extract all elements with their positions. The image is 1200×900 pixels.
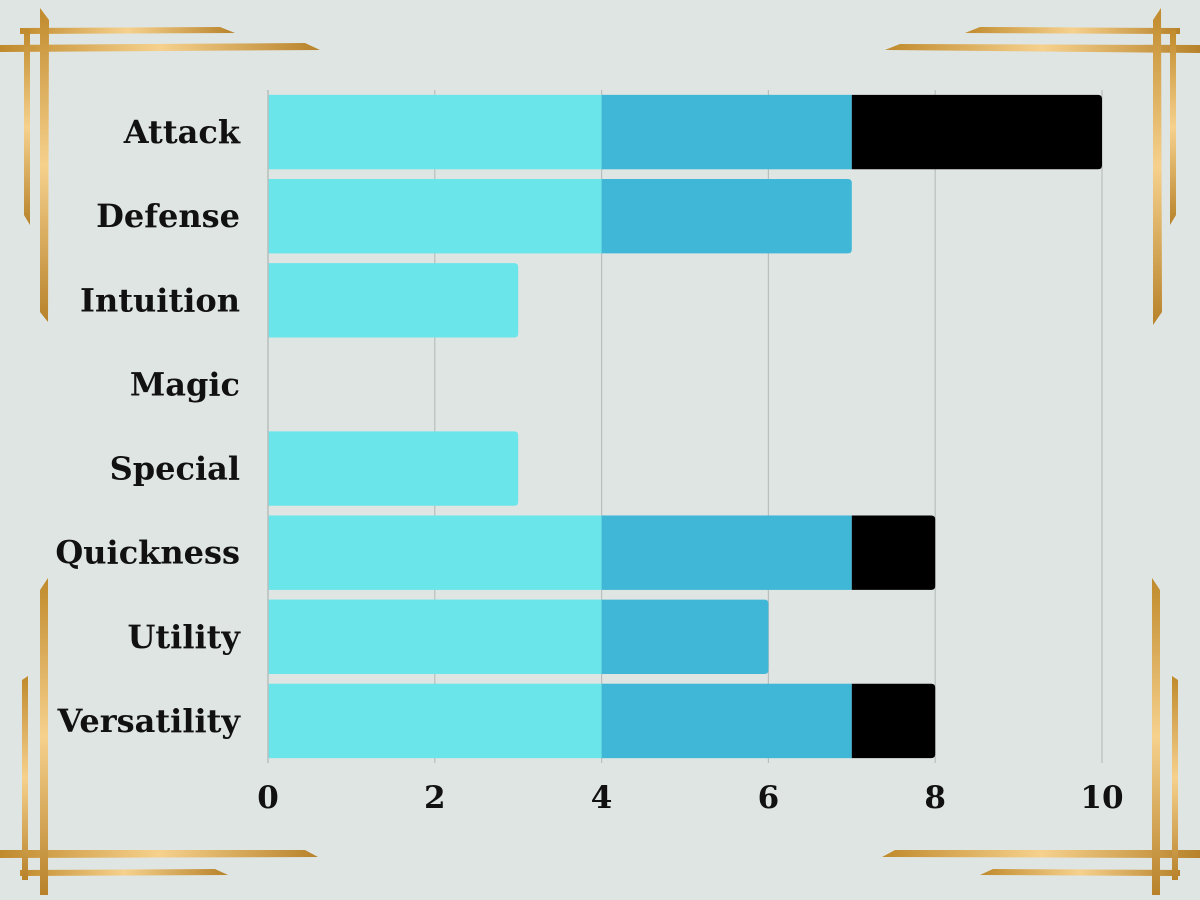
- bar-utility-segment-1: [268, 599, 602, 675]
- category-labels: Attack Defense Intuition Magic Special Quickn…: [55, 113, 241, 740]
- bar-special-segment-1: [268, 431, 519, 506]
- category-label-defense: Defense: [96, 197, 240, 235]
- category-label-magic: Magic: [130, 365, 240, 403]
- bar-versatility-segment-2: [601, 683, 852, 759]
- category-label-versatility: Versatility: [57, 702, 242, 740]
- category-label-special: Special: [110, 450, 240, 488]
- bars: [268, 94, 1102, 759]
- bar-defense-segment-1: [268, 178, 602, 254]
- category-label-attack: Attack: [123, 113, 241, 151]
- category-label-utility: Utility: [127, 618, 241, 656]
- frame-corner-bottom-right: [882, 578, 1200, 895]
- frame-corner-top-left: [0, 8, 320, 322]
- bar-versatility-segment-1: [268, 683, 602, 759]
- x-tick-label-0: 0: [257, 780, 279, 816]
- bar-quickness-segment-1: [268, 515, 602, 590]
- bar-quickness-segment-2: [601, 515, 852, 590]
- x-tick-label-2: 2: [424, 780, 446, 816]
- category-label-quickness: Quickness: [55, 534, 240, 572]
- bar-utility-segment-2: [601, 599, 769, 675]
- frame-corner-bottom-left: [0, 578, 318, 895]
- category-label-intuition: Intuition: [80, 281, 240, 319]
- frame-corner-top-right: [885, 8, 1200, 325]
- bar-quickness-segment-3: [851, 515, 936, 590]
- x-tick-labels: 0 2 4 6 8 10: [257, 780, 1123, 816]
- bar-attack-segment-1: [268, 94, 602, 170]
- decorative-frame: [0, 8, 1200, 895]
- bar-defense-segment-2: [601, 178, 852, 254]
- x-tick-label-10: 10: [1080, 780, 1123, 816]
- bar-versatility-segment-3: [851, 683, 936, 759]
- x-tick-label-6: 6: [758, 780, 780, 816]
- bar-attack-segment-2: [601, 94, 852, 170]
- x-tick-label-4: 4: [591, 780, 613, 816]
- x-tick-label-8: 8: [924, 780, 946, 816]
- bar-intuition-segment-1: [268, 263, 519, 338]
- bar-attack-segment-3: [851, 94, 1102, 170]
